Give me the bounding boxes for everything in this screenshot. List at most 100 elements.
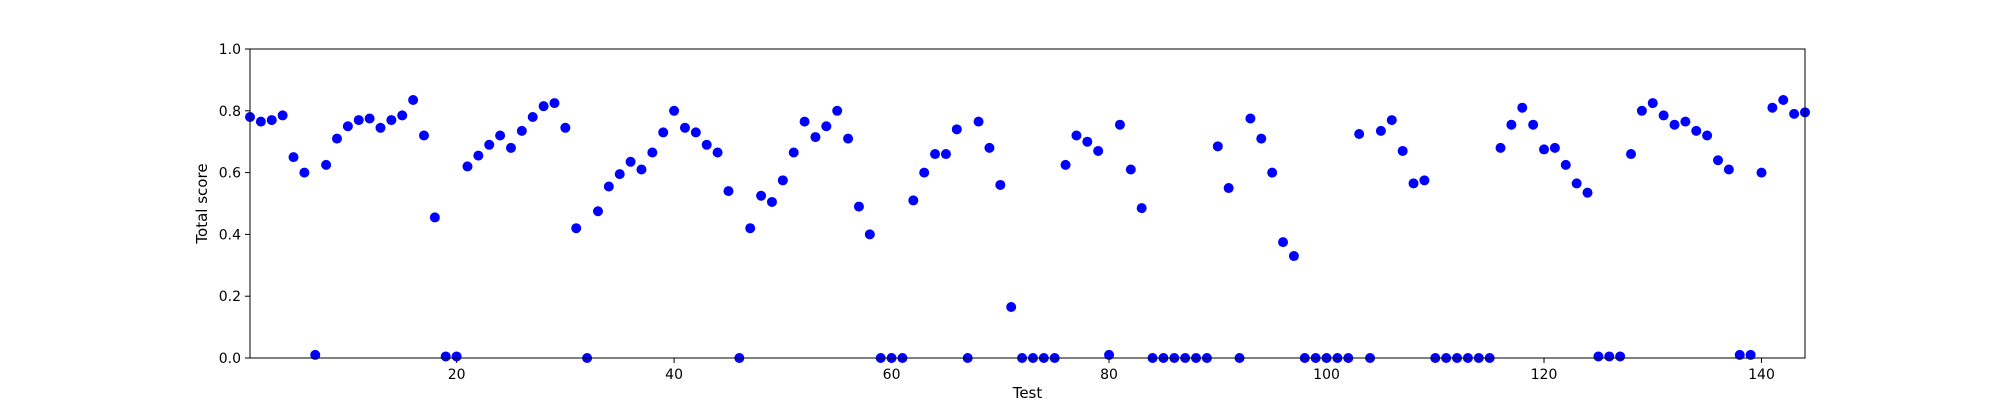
data-point (1397, 145, 1408, 156)
data-point (1419, 175, 1430, 186)
data-point (277, 110, 288, 121)
data-point (1778, 94, 1789, 105)
data-point (908, 195, 919, 206)
x-tick-label: 60 (883, 367, 901, 383)
y-axis-label: Total score (193, 163, 211, 244)
data-point (1136, 203, 1147, 214)
data-point (636, 164, 647, 175)
data-point (342, 121, 353, 132)
data-point (1267, 167, 1278, 178)
data-point (1288, 251, 1299, 262)
data-point (810, 132, 821, 143)
data-point (1495, 142, 1506, 153)
data-point (1756, 167, 1767, 178)
data-point (1691, 125, 1702, 136)
data-point (386, 115, 397, 126)
data-point (429, 212, 440, 223)
data-point (353, 115, 364, 126)
data-point (484, 139, 495, 150)
data-point (723, 186, 734, 197)
data-point (951, 124, 962, 135)
data-point (527, 111, 538, 122)
data-point (560, 122, 571, 133)
data-point (1104, 349, 1115, 360)
x-axis-label: Test (1012, 384, 1043, 400)
data-point (679, 122, 690, 133)
data-point (603, 181, 614, 192)
data-point (1789, 108, 1800, 119)
data-point (821, 121, 832, 132)
data-point (843, 133, 854, 144)
data-point (1506, 119, 1517, 130)
data-point (1071, 130, 1082, 141)
data-point (495, 130, 506, 141)
data-point (440, 351, 451, 362)
data-point (1560, 159, 1571, 170)
data-point (930, 149, 941, 160)
data-point (1713, 155, 1724, 166)
y-tick-label: 1.0 (219, 42, 241, 58)
x-axis: 20 40 60 80 100 120 140 (448, 358, 1775, 383)
data-point (1408, 178, 1419, 189)
data-point (571, 223, 582, 234)
data-point (1767, 102, 1778, 113)
data-point (614, 169, 625, 180)
data-point (669, 105, 680, 116)
data-point (973, 116, 984, 127)
x-tick-label: 20 (448, 367, 466, 383)
data-point (1006, 302, 1017, 313)
data-point (1375, 125, 1386, 136)
data-point (462, 161, 473, 172)
plot-frame (249, 48, 1806, 359)
data-point (1571, 178, 1582, 189)
data-point (1278, 237, 1289, 248)
x-tick-label: 100 (1313, 367, 1340, 383)
data-point (712, 147, 723, 158)
data-point (1245, 113, 1256, 124)
x-tick-label: 40 (665, 367, 683, 383)
data-point (549, 98, 560, 109)
data-point (1354, 128, 1365, 139)
data-point (766, 196, 777, 207)
x-tick-label: 80 (1100, 367, 1118, 383)
data-point (451, 351, 462, 362)
data-point (1702, 130, 1713, 141)
data-point (1636, 105, 1647, 116)
data-point (1593, 351, 1604, 362)
data-point (864, 229, 875, 240)
data-point (1680, 116, 1691, 127)
data-point (832, 105, 843, 116)
data-point (919, 167, 930, 178)
data-point (647, 147, 658, 158)
data-point (592, 206, 603, 217)
data-point (1060, 159, 1071, 170)
data-point (1549, 142, 1560, 153)
data-point (1658, 110, 1669, 121)
data-point (1723, 164, 1734, 175)
data-point (1669, 119, 1680, 130)
data-point (799, 116, 810, 127)
data-point (1615, 351, 1626, 362)
data-point (473, 150, 484, 161)
data-point (690, 127, 701, 138)
y-tick-label: 0.0 (219, 351, 241, 367)
data-point (418, 130, 429, 141)
data-point (701, 139, 712, 150)
data-point (1125, 164, 1136, 175)
data-point (364, 113, 375, 124)
data-point (1093, 145, 1104, 156)
data-point (788, 147, 799, 158)
data-point (995, 179, 1006, 190)
data-point (299, 167, 310, 178)
data-point (1517, 102, 1528, 113)
data-point (1647, 98, 1658, 109)
x-tick-label: 140 (1748, 367, 1775, 383)
data-point (255, 116, 266, 127)
y-tick-label: 0.4 (219, 227, 241, 243)
y-tick-label: 0.6 (219, 166, 241, 182)
data-point (745, 223, 756, 234)
data-point (940, 149, 951, 160)
data-point (1582, 187, 1593, 198)
data-point (321, 159, 332, 170)
